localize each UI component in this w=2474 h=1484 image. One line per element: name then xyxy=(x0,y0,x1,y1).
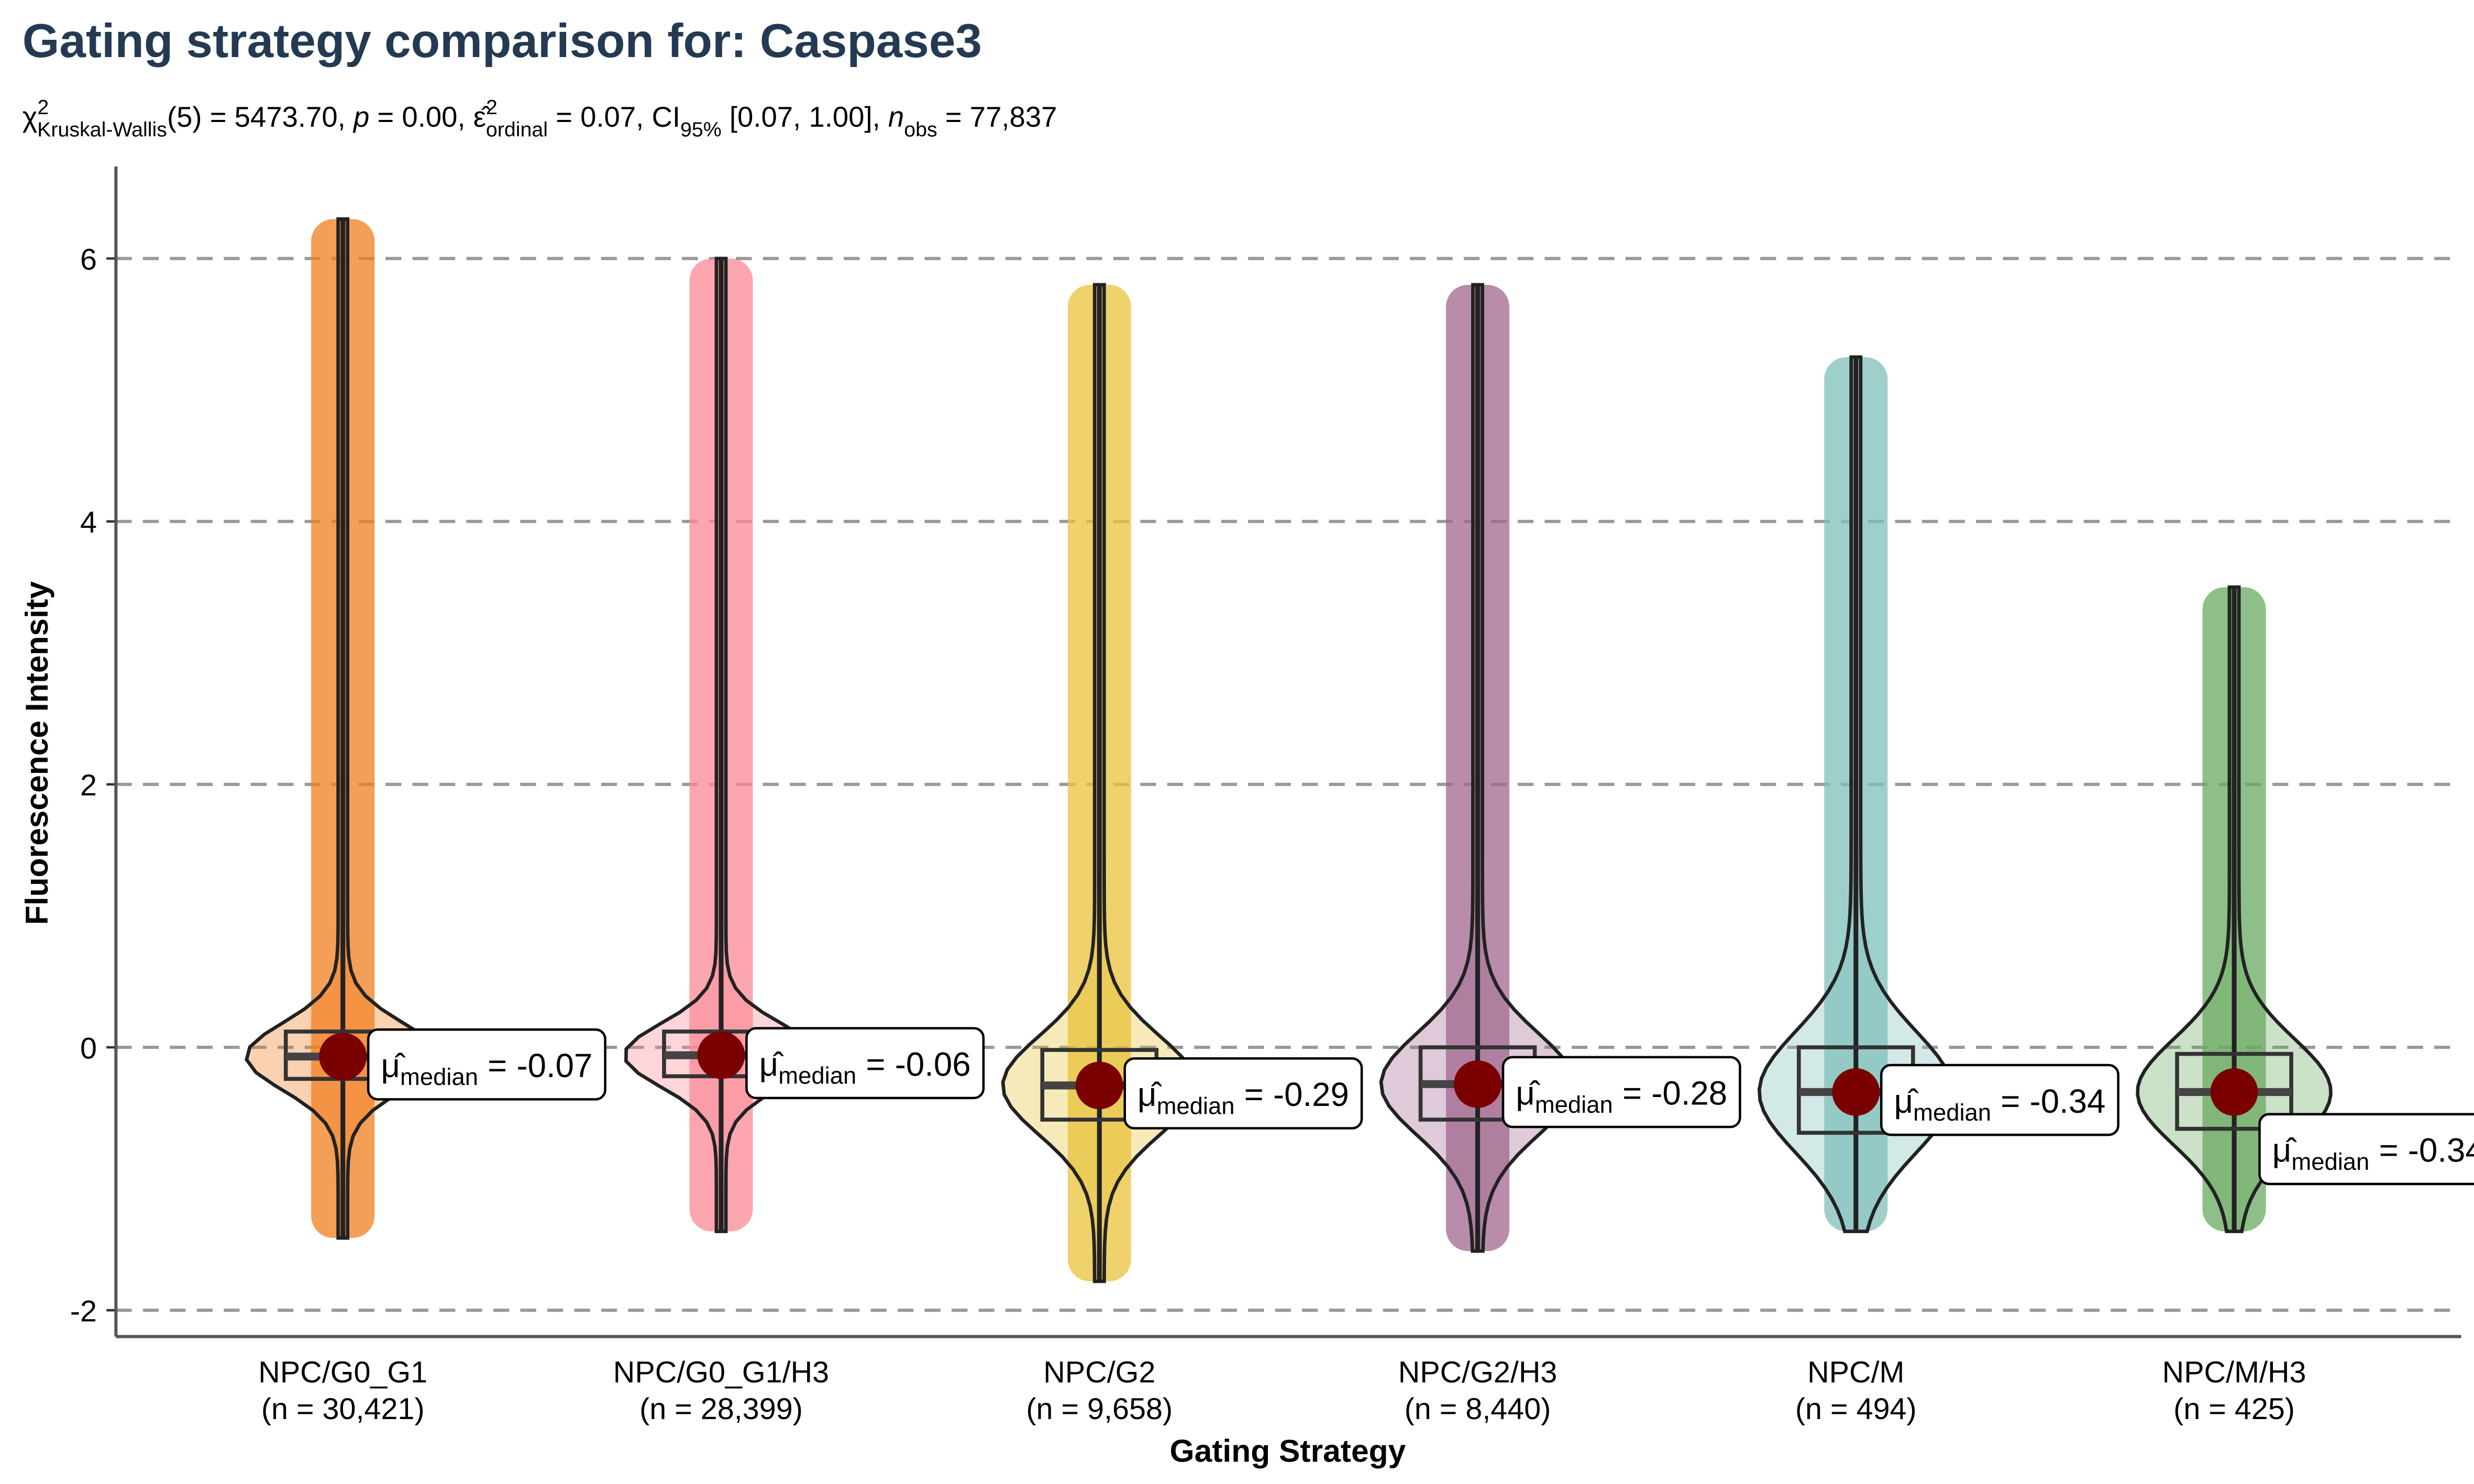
median-equals: = xyxy=(866,1046,885,1083)
median-value: -0.29 xyxy=(1273,1076,1349,1113)
subtitle-text: χ xyxy=(23,101,38,133)
subtitle-sup: 2 xyxy=(486,96,498,119)
median-point xyxy=(1832,1068,1880,1116)
median-subscript: median xyxy=(2291,1148,2369,1175)
chart-subtitle: χ2 Kruskal-Wallis(5) = 5473.70, p = 0.00,… xyxy=(23,96,1057,141)
subtitle-sup: 2 xyxy=(37,96,49,119)
median-subscript: median xyxy=(1913,1099,1991,1126)
x-tick-count: (n = 425) xyxy=(2173,1392,2295,1426)
median-value: -0.34 xyxy=(2408,1132,2474,1169)
median-value: -0.07 xyxy=(516,1047,592,1084)
y-tick-label: 4 xyxy=(80,506,97,539)
x-tick-label: NPC/M/H3 xyxy=(2162,1356,2306,1389)
x-tick-label: NPC/G0_G1/H3 xyxy=(613,1356,829,1389)
median-label-text: μ̂median = -0.29 xyxy=(1137,1076,1349,1119)
median-label: μ̂median=-0.34 xyxy=(2258,1113,2474,1186)
subtitle-text: p xyxy=(352,101,369,133)
x-tick-label: NPC/G0_G1 xyxy=(258,1356,427,1389)
x-tick-count: (n = 9,658) xyxy=(1026,1392,1173,1426)
median-subscript: median xyxy=(778,1062,856,1089)
median-label-box xyxy=(745,1027,985,1100)
median-label: μ̂median = -0.29 xyxy=(1123,1057,1363,1129)
x-tick-count: (n = 30,421) xyxy=(261,1392,425,1426)
median-label: μ̂median = -0.06 xyxy=(745,1027,985,1100)
subtitle-text: = 0.00, xyxy=(369,101,473,133)
chart-title: Gating strategy comparison for: Caspase3 xyxy=(23,15,982,68)
median-equals: = xyxy=(1244,1076,1264,1113)
subtitle-text: = 77,837 xyxy=(937,101,1057,133)
subtitle-sub: obs xyxy=(904,118,937,141)
subtitle-text: [0.07, 1.00], xyxy=(722,101,888,133)
median-subscript: median xyxy=(400,1064,478,1090)
median-value: -0.34 xyxy=(2030,1083,2106,1120)
x-tick-label: NPC/G2 xyxy=(1043,1356,1155,1389)
x-tick-count: (n = 28,399) xyxy=(639,1392,803,1426)
subtitle-text: (5) = 5473.70, xyxy=(167,101,354,133)
median-label-box xyxy=(367,1028,606,1101)
median-point xyxy=(1454,1060,1501,1108)
median-label-box xyxy=(1501,1056,1741,1128)
x-tick-count: (n = 8,440) xyxy=(1405,1392,1551,1426)
subtitle-text: = 0.07, xyxy=(548,101,651,133)
y-tick-label: 2 xyxy=(80,769,97,802)
x-axis-label: Gating Strategy xyxy=(1169,1433,1406,1469)
subtitle-sub: Kruskal-Wallis xyxy=(37,118,167,141)
median-label: μ̂median = -0.28 xyxy=(1501,1056,1741,1128)
median-equals: = xyxy=(1622,1075,1642,1112)
median-point xyxy=(2210,1068,2258,1116)
median-label: μ̂median=-0.34 xyxy=(1880,1064,2119,1136)
median-label-box xyxy=(2258,1113,2474,1186)
median-point xyxy=(697,1031,745,1079)
y-tick-label: -2 xyxy=(70,1294,97,1328)
y-tick-label: 0 xyxy=(80,1032,97,1065)
y-axis-label: Fluorescence Intensity xyxy=(19,581,54,925)
median-label-box xyxy=(1880,1064,2119,1136)
median-label-text: μ̂median = -0.07 xyxy=(381,1047,592,1090)
median-label-text: μ̂median=-0.34 xyxy=(2272,1132,2474,1175)
median-subscript: median xyxy=(1535,1091,1613,1118)
y-tick-label: 6 xyxy=(80,243,97,276)
median-point xyxy=(1075,1061,1123,1110)
subtitle-text: n xyxy=(888,101,904,133)
median-point xyxy=(319,1033,367,1081)
median-label-text: μ̂median = -0.06 xyxy=(759,1046,971,1089)
median-label-text: μ̂median = -0.28 xyxy=(1516,1075,1727,1118)
median-value: -0.28 xyxy=(1651,1075,1727,1112)
subtitle-sub: ordinal xyxy=(486,118,548,141)
x-tick-label: NPC/G2/H3 xyxy=(1398,1356,1558,1389)
subtitle-text: CI xyxy=(651,101,680,133)
median-equals: = xyxy=(2379,1132,2398,1169)
median-label-text: μ̂median=-0.34 xyxy=(1894,1083,2105,1126)
subtitle-sub: 95% xyxy=(680,118,722,141)
median-label-box xyxy=(1123,1057,1363,1129)
median-label: μ̂median = -0.07 xyxy=(367,1028,606,1101)
median-equals: = xyxy=(2001,1083,2020,1120)
median-value: -0.06 xyxy=(895,1046,971,1083)
median-equals: = xyxy=(488,1047,507,1084)
median-subscript: median xyxy=(1157,1092,1235,1119)
x-tick-count: (n = 494) xyxy=(1795,1392,1917,1426)
x-tick-label: NPC/M xyxy=(1807,1356,1904,1389)
